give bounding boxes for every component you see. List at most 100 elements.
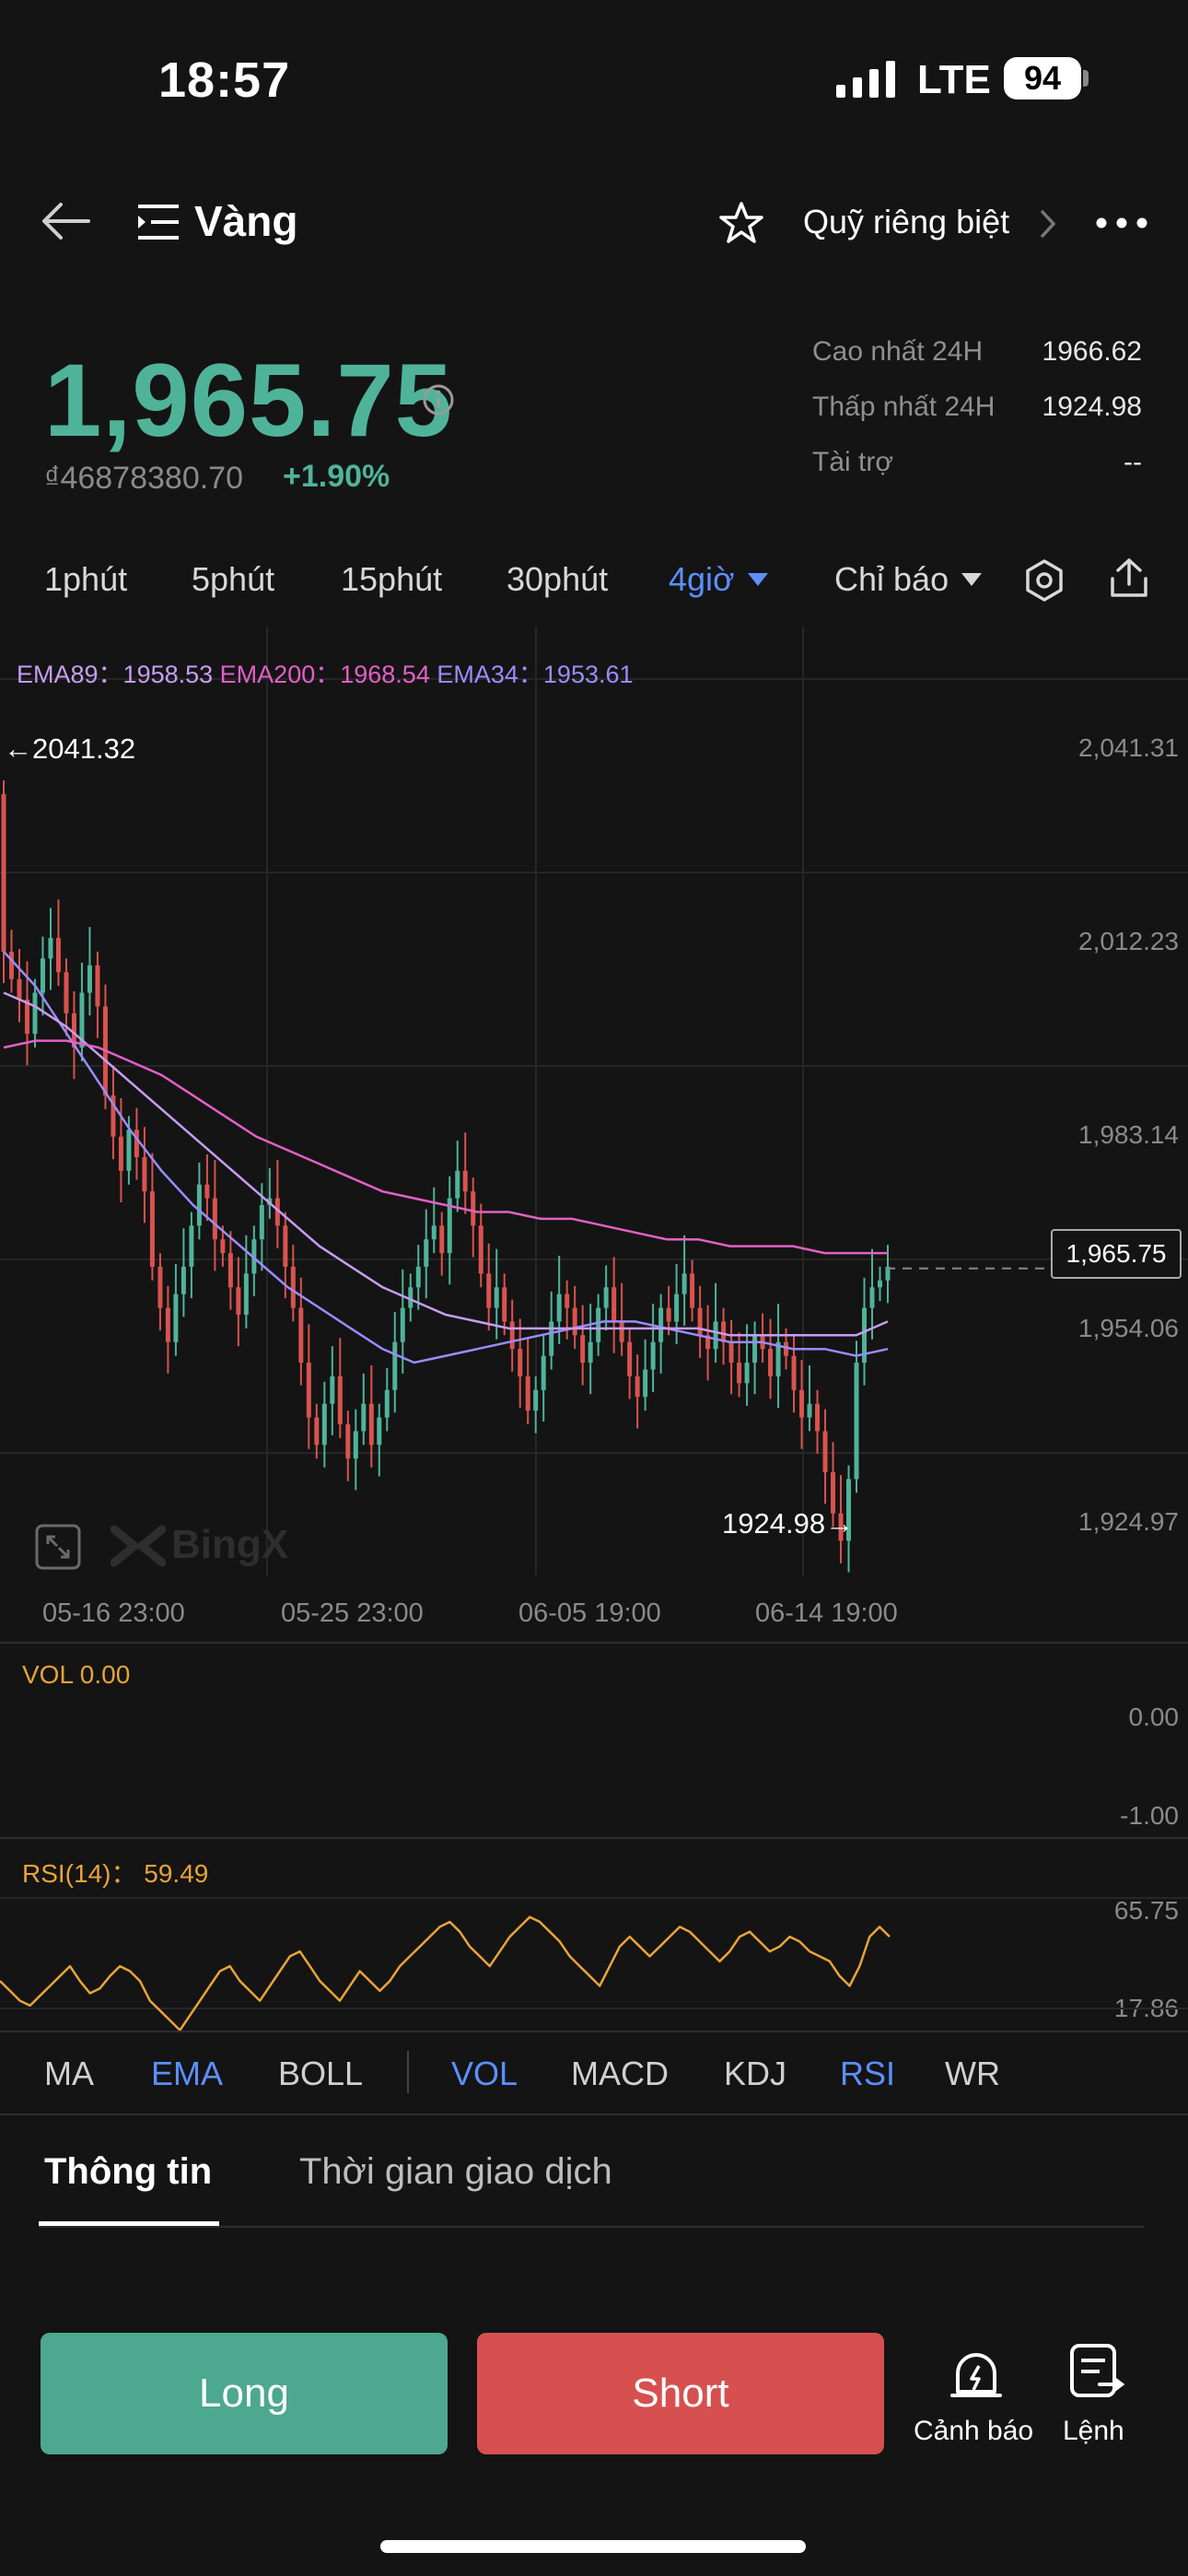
candle-body xyxy=(361,1403,367,1432)
candle-body xyxy=(565,1294,570,1308)
candle-body xyxy=(533,1389,539,1411)
candle-body xyxy=(822,1431,828,1472)
candle-body xyxy=(377,1417,382,1446)
more-icon[interactable] xyxy=(1096,217,1147,228)
candle-body xyxy=(619,1321,624,1342)
caret-down-icon[interactable] xyxy=(960,571,984,588)
fullscreen-icon[interactable] xyxy=(35,1524,81,1570)
candle-body xyxy=(447,1198,452,1254)
candle-body xyxy=(666,1307,671,1322)
candle-body xyxy=(455,1170,460,1199)
candle-body xyxy=(885,1266,891,1281)
ind-tab-macd[interactable]: MACD xyxy=(571,2055,669,2092)
candle-body xyxy=(580,1335,586,1364)
tab-30m[interactable]: 30phút xyxy=(507,560,609,598)
candle-body xyxy=(846,1479,852,1541)
vol-title: VOL 0.00 xyxy=(22,1660,131,1689)
candle-body xyxy=(55,938,61,973)
ind-tab-vol[interactable]: VOL xyxy=(451,2055,518,2092)
caret-down-icon[interactable] xyxy=(746,571,770,588)
candle-body xyxy=(791,1355,797,1390)
indicator-menu[interactable]: Chỉ báo xyxy=(834,560,949,598)
candle-body xyxy=(502,1287,507,1322)
ema34-label: EMA34： xyxy=(437,661,543,688)
candle-body xyxy=(525,1376,530,1411)
stat-funding-label: Tài trợ xyxy=(812,447,894,477)
alert-icon[interactable] xyxy=(949,2344,1004,2403)
short-button[interactable]: Short xyxy=(477,2333,884,2454)
info-icon[interactable] xyxy=(422,383,455,416)
candle-body xyxy=(831,1471,836,1514)
ind-tab-ema[interactable]: EMA xyxy=(151,2055,224,2092)
candle-body xyxy=(878,1280,883,1288)
candle-body xyxy=(196,1184,202,1226)
candle-body xyxy=(290,1266,296,1308)
y-tick: 2,041.31 xyxy=(1078,733,1179,762)
candle-body xyxy=(64,972,69,1013)
ind-tab-kdj[interactable]: KDJ xyxy=(724,2055,787,2092)
candle-body xyxy=(173,1294,179,1342)
candle-body xyxy=(862,1307,868,1364)
alert-label[interactable]: Cảnh báo xyxy=(914,2416,1034,2446)
fund-link[interactable]: Quỹ riêng biệt xyxy=(803,203,1010,240)
chevron-right-icon[interactable] xyxy=(1039,208,1057,240)
ema200-label: EMA200： xyxy=(219,661,341,688)
orders-label[interactable]: Lệnh xyxy=(1063,2416,1124,2446)
fiat-price: ₫46878380.70 xyxy=(44,461,243,496)
candle-body xyxy=(40,958,45,993)
candle-body xyxy=(549,1321,554,1356)
candle-body xyxy=(854,1363,859,1480)
ind-tab-ma[interactable]: MA xyxy=(44,2055,94,2092)
candle-body xyxy=(541,1355,546,1390)
candle-body xyxy=(697,1307,703,1336)
candle-body xyxy=(486,1273,492,1308)
rsi-label: RSI(14)： xyxy=(22,1859,137,1888)
ind-tab-rsi[interactable]: RSI xyxy=(840,2055,896,2092)
ema89-value: 1958.53 xyxy=(122,661,214,688)
candle-body xyxy=(737,1363,742,1384)
tab-5m[interactable]: 5phút xyxy=(192,560,275,598)
tab-trading-time[interactable]: Thời gian giao dịch xyxy=(299,2151,612,2192)
tab-4h[interactable]: 4giờ xyxy=(669,560,735,598)
share-icon[interactable] xyxy=(1109,556,1149,599)
candle-body xyxy=(596,1307,601,1342)
back-arrow-icon[interactable] xyxy=(39,201,90,241)
candle-body xyxy=(807,1403,812,1418)
candle-body xyxy=(713,1321,718,1350)
tab-1m[interactable]: 1phút xyxy=(44,560,128,598)
candle-body xyxy=(204,1184,210,1199)
candle-body xyxy=(8,951,14,979)
candle-body xyxy=(643,1369,648,1398)
candle-body xyxy=(227,1253,233,1288)
menu-list-icon[interactable] xyxy=(136,203,181,241)
orders-icon[interactable] xyxy=(1068,2342,1125,2401)
x-tick: 06-14 19:00 xyxy=(755,1598,898,1628)
bingx-logo-icon xyxy=(111,1525,166,1567)
candle-body xyxy=(165,1307,170,1342)
candle-body xyxy=(392,1341,398,1390)
ema200-line xyxy=(3,1039,888,1255)
page-title[interactable]: Vàng xyxy=(194,197,298,245)
candle-body xyxy=(111,1095,116,1137)
candle-body xyxy=(126,1130,132,1171)
long-button[interactable]: Long xyxy=(41,2333,448,2454)
candlestick-chart[interactable] xyxy=(0,626,1188,1640)
candle-body xyxy=(220,1239,226,1254)
candle-body xyxy=(681,1273,687,1294)
candle-body xyxy=(674,1294,680,1322)
ind-tab-wr[interactable]: WR xyxy=(945,2055,1000,2092)
rsi-value: 59.49 xyxy=(144,1859,209,1888)
candle-body xyxy=(321,1403,327,1446)
candle-body xyxy=(149,1191,155,1267)
candle-body xyxy=(157,1266,163,1308)
tab-info[interactable]: Thông tin xyxy=(44,2151,213,2192)
candle-body xyxy=(424,1239,429,1267)
ind-tab-boll[interactable]: BOLL xyxy=(278,2055,364,2092)
candle-body xyxy=(744,1363,750,1384)
tab-15m[interactable]: 15phút xyxy=(341,560,443,598)
candle-body xyxy=(478,1225,483,1274)
star-icon[interactable] xyxy=(718,201,764,245)
y-tick: 1,954.06 xyxy=(1078,1314,1179,1342)
candle-body xyxy=(337,1376,343,1424)
settings-icon[interactable] xyxy=(1022,558,1066,603)
